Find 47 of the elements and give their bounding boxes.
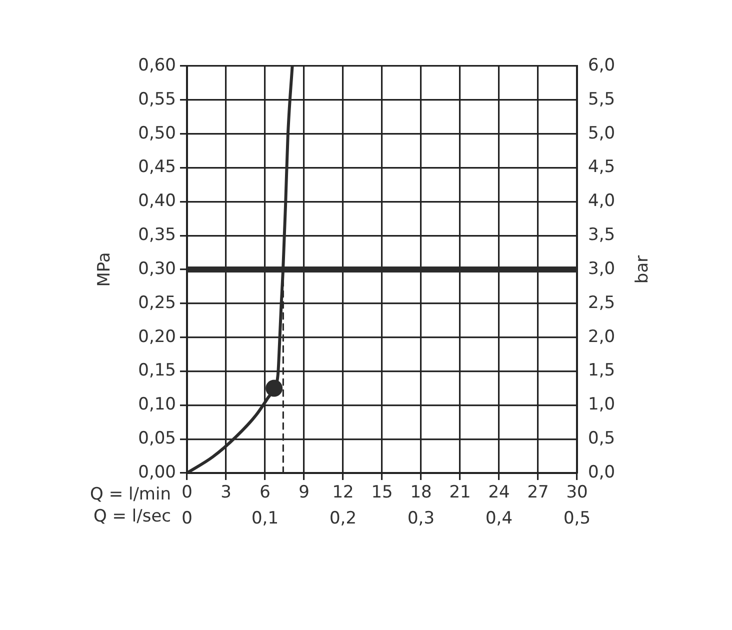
y-tick-label: 0,05: [138, 428, 176, 449]
x2-tick-label: 0,5: [563, 508, 591, 529]
x-tick-label: 24: [488, 482, 510, 503]
x-tick-label: 18: [410, 482, 432, 503]
x2-tick-label: 0,2: [329, 508, 357, 529]
x-tick-label: 12: [332, 482, 354, 503]
y2-tick-label: 0,0: [588, 462, 616, 482]
x-tick-label: 21: [449, 482, 471, 503]
y2-tick-label: 5,5: [588, 89, 616, 110]
y2-axis-title: bar: [632, 255, 652, 284]
y-tick-label: 0,00: [138, 462, 176, 482]
x2-tick-label: 0: [182, 508, 192, 529]
y2-tick-label: 1,5: [588, 360, 616, 381]
y-axis-title: MPa: [94, 252, 114, 287]
y2-tick-label: 5,0: [588, 123, 616, 144]
y2-tick-label: 4,5: [588, 157, 616, 178]
x2-tick-label: 0,3: [407, 508, 435, 529]
x-tick-label: 27: [527, 482, 549, 503]
y-tick-label: 0,15: [138, 360, 176, 381]
y-tick-label: 0,55: [138, 89, 176, 110]
y2-tick-label: 3,5: [588, 225, 616, 246]
y-tick-label: 0,60: [138, 55, 176, 76]
y-tick-label: 0,50: [138, 123, 176, 144]
y2-tick-label: 4,0: [588, 191, 616, 212]
y2-tick-label: 3,0: [588, 258, 616, 279]
y-tick-label: 0,20: [138, 326, 176, 347]
x2-axis-title: Q = l/sec: [93, 506, 171, 526]
x-tick-label: 0: [182, 482, 192, 503]
y2-tick-label: 6,0: [588, 55, 616, 76]
y-tick-label: 0,40: [138, 191, 176, 212]
y-tick-label: 0,45: [138, 157, 176, 178]
x2-tick-label: 0,1: [251, 508, 279, 529]
x-tick-label: 6: [260, 482, 270, 503]
x-tick-label: 30: [566, 482, 588, 503]
x2-tick-label: 0,4: [485, 508, 513, 529]
y2-tick-label: 0,5: [588, 428, 616, 449]
y-tick-label: 0,10: [138, 394, 176, 415]
x-tick-label: 9: [298, 482, 310, 503]
x-tick-label: 3: [220, 482, 232, 503]
x-axis-title: Q = l/min: [90, 484, 171, 504]
y-tick-label: 0,30: [138, 258, 176, 279]
y2-tick-label: 2,0: [588, 326, 616, 347]
y-tick-label: 0,35: [138, 225, 176, 246]
x-tick-label: 15: [371, 482, 393, 503]
y2-tick-label: 1,0: [588, 394, 616, 415]
y-tick-label: 0,25: [138, 292, 176, 313]
y2-tick-label: 2,5: [588, 292, 616, 313]
